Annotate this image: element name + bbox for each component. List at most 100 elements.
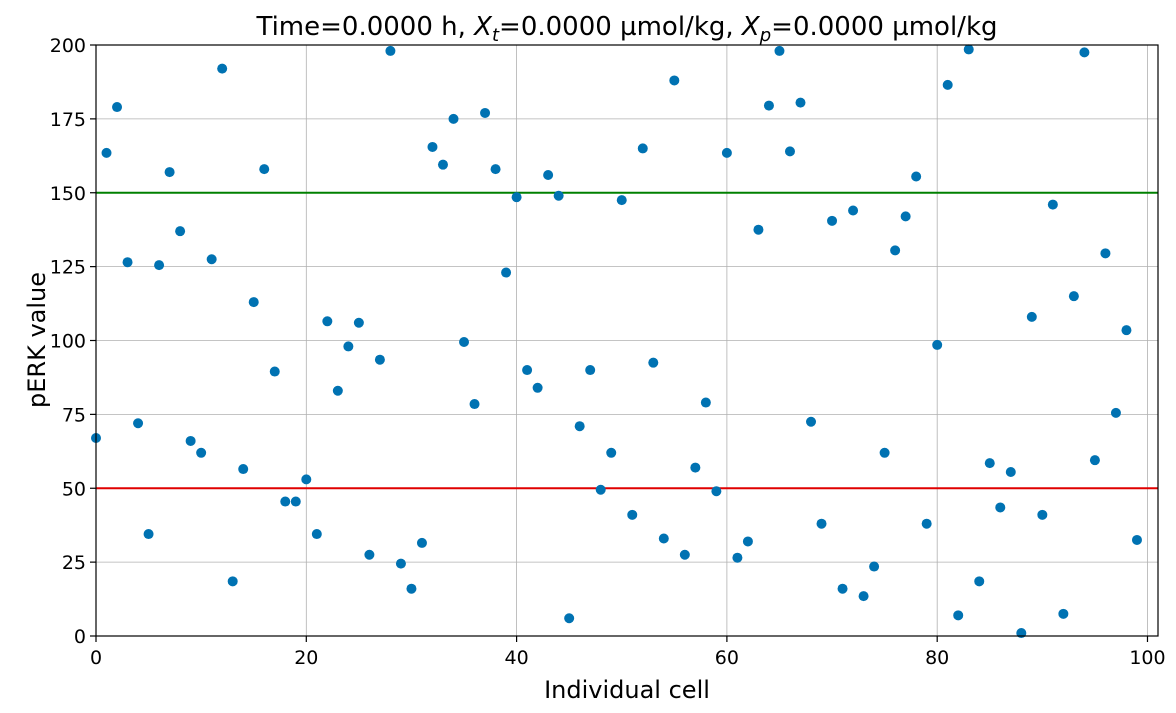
data-point [827,215,838,226]
data-point [385,45,396,56]
data-point [269,366,280,377]
data-point [248,297,259,308]
y-tick-label: 0 [74,626,86,648]
y-axis-label: pERK value [23,272,51,408]
data-point [543,170,554,181]
data-point [448,113,459,124]
data-point [238,464,249,475]
data-point [774,45,785,56]
chart-title: Time=0.0000 h, Xt=0.0000 µmol/kg, Xp=0.0… [255,12,997,46]
data-point [974,576,985,587]
data-point [280,496,291,507]
data-point [932,339,943,350]
data-point [900,211,911,222]
y-tick-label: 150 [50,183,86,205]
data-point [595,484,606,495]
data-point [185,435,196,446]
grid-layer [95,44,1158,637]
data-point [879,447,890,458]
title-xt-value: =0.0000 µmol/kg, [499,12,742,42]
data-point [732,552,743,563]
data-point [984,458,995,469]
data-point [1121,325,1132,336]
data-point [816,518,827,529]
data-point [858,591,869,602]
data-point [154,260,165,271]
data-point [721,147,732,158]
title-xp-sub: p [759,25,771,46]
x-tick-label: 20 [294,647,318,669]
data-point [1110,407,1121,418]
data-point [301,474,312,485]
x-tick-label: 100 [1129,647,1165,669]
data-point [101,147,112,158]
data-point [1047,199,1058,210]
x-axis-label: Individual cell [544,676,710,704]
data-point [395,558,406,569]
data-point [175,226,186,237]
title-xp-value: =0.0000 µmol/kg [771,12,997,42]
data-point [690,462,701,473]
data-point [353,317,364,328]
data-point [1079,47,1090,58]
data-point [784,146,795,157]
data-point [343,341,354,352]
data-point [890,245,901,256]
data-point [616,195,627,206]
data-point [112,102,123,113]
data-point [806,416,817,427]
data-point [658,533,669,544]
data-point [1037,509,1048,520]
data-point [522,365,533,376]
data-point [532,382,543,393]
title-xt-sub: t [492,25,500,46]
y-tick-label: 75 [62,404,86,426]
y-tick-label: 50 [62,478,86,500]
data-points [91,44,1142,639]
data-point [259,164,270,175]
data-point [848,205,859,216]
data-point [795,97,806,108]
data-point [480,107,491,118]
data-point [416,537,427,548]
y-tick-label: 125 [50,257,86,279]
data-point [637,143,648,154]
data-point [837,583,848,594]
data-point [206,254,217,265]
data-point [763,100,774,111]
data-point [669,75,680,86]
title-xp-var: X [740,12,761,42]
x-tick-label: 40 [505,647,529,669]
data-point [1005,466,1016,477]
data-point [1058,608,1069,619]
data-point [911,171,922,182]
data-point [469,399,480,410]
data-point [1089,455,1100,466]
data-point [648,357,659,368]
data-point [511,192,522,203]
title-prefix: Time=0.0000 h, [255,12,474,42]
data-point [1131,534,1142,545]
data-point [227,576,238,587]
data-point [196,447,207,458]
data-point [427,141,438,152]
data-point [164,167,175,178]
x-tick-label: 60 [715,647,739,669]
data-point [406,583,417,594]
data-point [869,561,880,572]
data-point [995,502,1006,513]
data-point [606,447,617,458]
data-point [322,316,333,327]
data-point [963,44,974,55]
data-point [374,354,385,365]
data-point [679,549,690,560]
data-point [290,496,301,507]
data-point [133,418,144,429]
data-point [921,518,932,529]
data-point [700,397,711,408]
title-xt-var: X [472,12,493,42]
data-point [742,536,753,547]
data-point [437,159,448,170]
data-point [942,79,953,90]
